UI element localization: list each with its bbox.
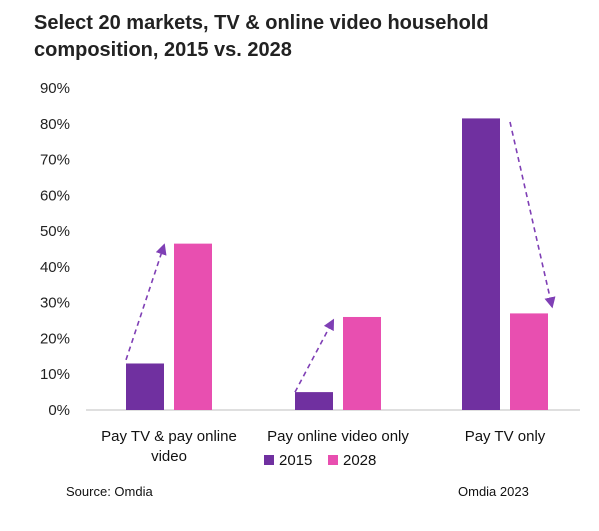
- bar-2015-3: [462, 118, 500, 411]
- legend-swatch-2015: [264, 455, 274, 465]
- category-label: Pay online video only: [267, 428, 409, 445]
- credit-note: Omdia 2023: [458, 484, 529, 499]
- y-tick-label: 50%: [40, 223, 70, 240]
- y-tick-label: 90%: [40, 80, 70, 97]
- y-tick-label: 30%: [40, 295, 70, 312]
- bars: [126, 118, 548, 411]
- legend-label-2028: 2028: [343, 452, 376, 469]
- trend-arrow-2: [294, 318, 335, 393]
- y-axis: 0% 10% 20% 30% 40% 50% 60% 70% 80% 90%: [40, 80, 70, 419]
- category-label: Pay TV only: [465, 428, 546, 445]
- bar-2028-3: [510, 313, 548, 410]
- bar-2015-2: [295, 392, 333, 410]
- bar-2015-1: [126, 363, 164, 410]
- legend: 2015 2028: [264, 452, 376, 469]
- chart-title: Select 20 markets, TV & online video hou…: [34, 12, 489, 61]
- category-label: Pay TV & pay online: [101, 428, 237, 445]
- y-tick-label: 10%: [40, 366, 70, 383]
- y-tick-label: 80%: [40, 116, 70, 133]
- trend-arrows: [125, 121, 556, 393]
- y-tick-label: 0%: [48, 402, 70, 419]
- y-tick-label: 70%: [40, 152, 70, 169]
- category-label: video: [151, 448, 187, 465]
- category-labels: Pay TV & pay online video Pay online video…: [101, 428, 546, 465]
- bar-2028-1: [174, 243, 212, 410]
- y-tick-label: 40%: [40, 259, 70, 276]
- trend-arrow-1: [125, 243, 167, 361]
- source-note: Source: Omdia: [66, 484, 153, 499]
- legend-swatch-2028: [328, 455, 338, 465]
- y-tick-label: 20%: [40, 330, 70, 347]
- legend-label-2015: 2015: [279, 452, 312, 469]
- bar-2028-2: [343, 316, 381, 410]
- trend-arrow-3: [509, 121, 556, 309]
- y-tick-label: 60%: [40, 187, 70, 204]
